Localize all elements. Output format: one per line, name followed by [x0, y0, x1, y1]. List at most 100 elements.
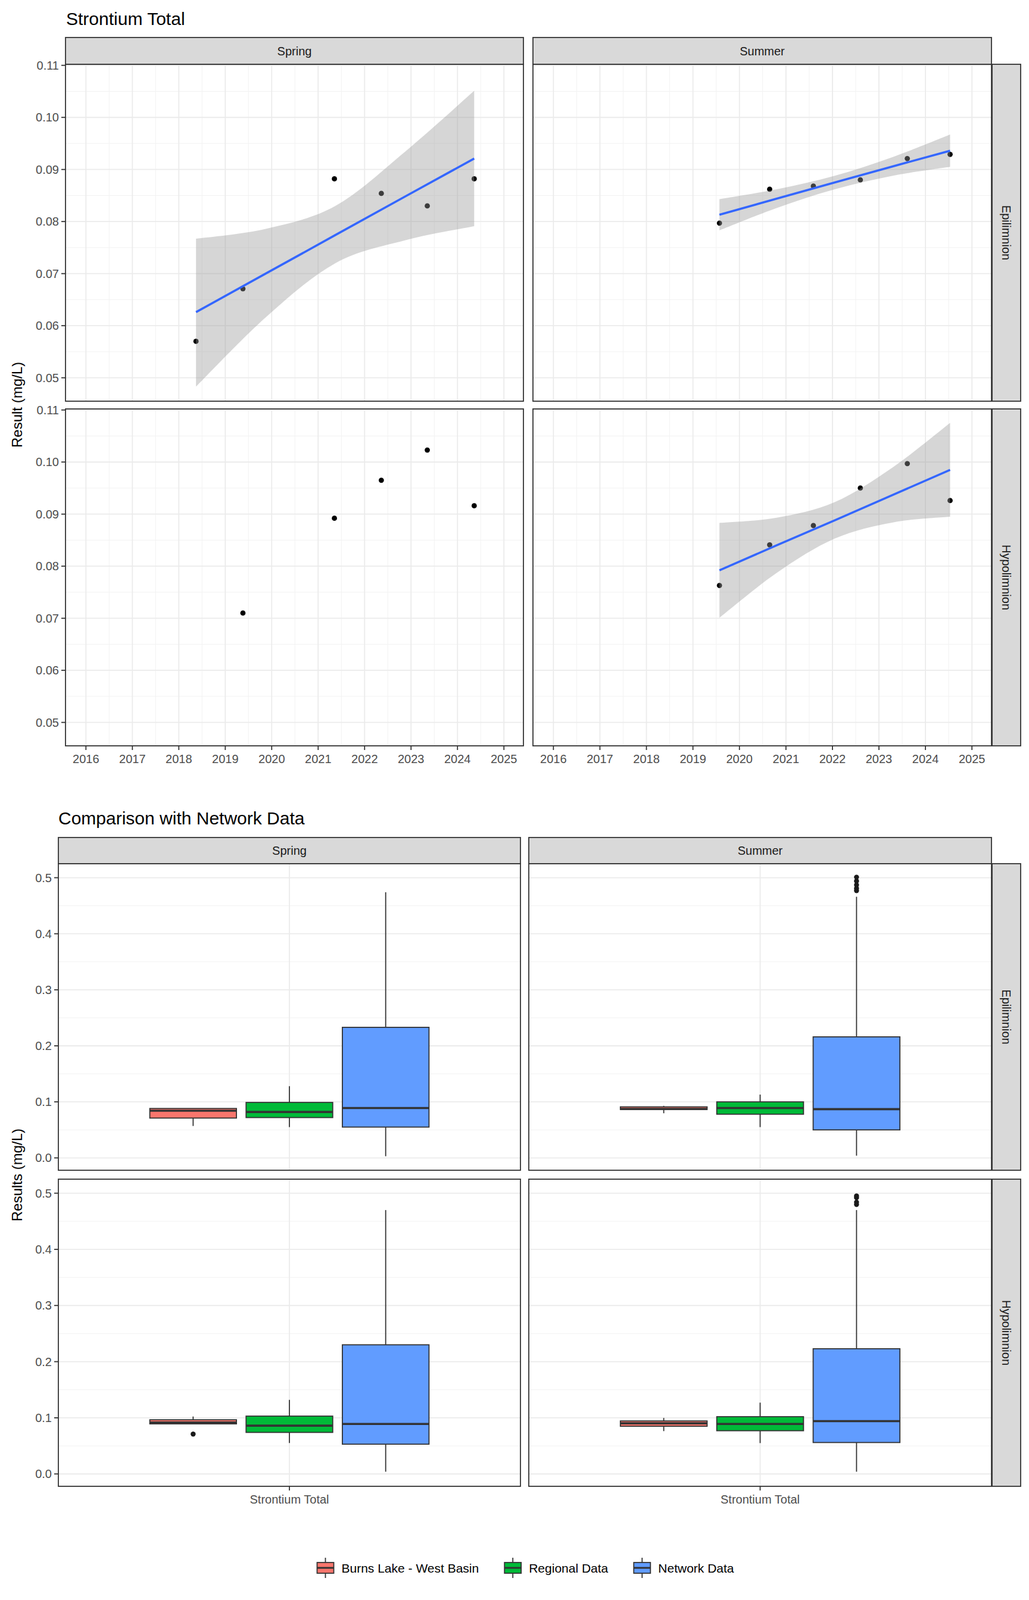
minor-grid-line [762, 64, 763, 402]
grid-line [65, 669, 524, 672]
lower-whisker [192, 1118, 194, 1127]
grid-line [971, 409, 973, 747]
fit-line [719, 469, 950, 571]
grid-line [178, 409, 180, 747]
x-tick [131, 746, 133, 751]
strip-label: Hypolimnion [999, 1300, 1013, 1367]
upper-whisker [385, 892, 387, 1028]
y-tick [54, 1417, 59, 1420]
strip-label: Epilimnion [999, 989, 1013, 1045]
grid-line [552, 64, 554, 402]
confidence-band [719, 134, 950, 231]
grid-line [65, 409, 524, 411]
grid-line [65, 325, 524, 327]
y-tick [54, 1473, 59, 1476]
x-tick-label: 2019 [211, 752, 239, 766]
y-tick-label: 0.07 [35, 267, 59, 281]
minor-grid-line [902, 64, 903, 402]
grid-line [85, 64, 87, 402]
minor-grid-line [855, 64, 856, 402]
grid-line [532, 409, 992, 411]
minor-grid-line [532, 91, 992, 92]
x-tick-label: 2019 [679, 752, 707, 766]
y-axis-label: Results (mg/L) [8, 1129, 26, 1222]
y-tick-label: 0.10 [35, 110, 59, 124]
minor-grid-line [808, 409, 810, 747]
panel: 0.00.10.20.30.40.5Strontium Total [35, 1179, 521, 1507]
lower-whisker [385, 1127, 387, 1158]
data-layer [620, 874, 900, 1156]
minor-grid-line [65, 299, 524, 301]
confidence-band [719, 423, 950, 619]
legend-key-median [316, 1567, 334, 1570]
minor-grid-line [715, 64, 717, 402]
y-tick-label: 0.08 [35, 214, 59, 229]
minor-grid-line [855, 409, 856, 747]
grid-line [646, 409, 648, 747]
lower-whisker [288, 1117, 291, 1128]
grid-line [503, 64, 505, 402]
strip-label: Hypolimnion [999, 544, 1013, 611]
median-line [245, 1111, 333, 1114]
y-tick-label: 0.05 [35, 716, 59, 730]
grid-line [317, 409, 319, 747]
point [331, 176, 338, 182]
grid-line [599, 409, 601, 747]
median-line [620, 1108, 708, 1111]
minor-grid-line [108, 409, 110, 747]
page-background [0, 0, 1029, 1600]
y-tick-label: 0.4 [35, 1243, 52, 1257]
minor-grid-line [532, 142, 992, 144]
grid-line [532, 618, 992, 620]
y-tick [61, 377, 66, 379]
x-tick [599, 746, 601, 751]
box [620, 1107, 708, 1110]
y-tick-label: 0.0 [35, 1467, 52, 1481]
point [378, 477, 385, 483]
box [150, 1108, 237, 1119]
grid-line [65, 618, 524, 620]
x-tick [363, 746, 366, 751]
x-tick-label: 2023 [397, 752, 425, 766]
minor-grid-line [532, 696, 992, 697]
minor-grid-line [155, 64, 157, 402]
panel: 0.00.10.20.30.40.5Spring [35, 837, 521, 1171]
panel-border [532, 409, 992, 747]
minor-grid-line [576, 409, 578, 747]
lower-whisker [663, 1426, 665, 1432]
grid-line [878, 409, 880, 747]
legend-label: Regional Data [528, 1561, 608, 1576]
confidence-band [195, 91, 475, 388]
y-tick-label: 0.2 [35, 1039, 52, 1053]
box [620, 1421, 708, 1427]
upper-whisker [759, 1095, 762, 1103]
lower-whisker [385, 1444, 387, 1473]
y-axis-label: Result (mg/L) [8, 362, 26, 448]
grid-line [532, 273, 992, 275]
y-tick [61, 325, 66, 327]
y-tick-label: 0.07 [35, 612, 59, 626]
y-tick [61, 64, 66, 67]
y-tick [61, 618, 66, 620]
grid-line [878, 64, 880, 402]
x-tick [785, 746, 787, 751]
x-tick [178, 746, 180, 751]
y-tick-label: 0.5 [35, 1187, 52, 1201]
x-tick [971, 746, 973, 751]
x-tick [288, 1486, 291, 1492]
grid-line [270, 409, 273, 747]
panel-background [532, 409, 992, 747]
x-tick-label: Strontium Total [249, 1493, 329, 1507]
point [240, 610, 246, 617]
upper-whisker [385, 1210, 387, 1346]
y-tick [61, 669, 66, 672]
minor-grid-line [65, 591, 524, 593]
panel-background [532, 64, 992, 402]
minor-grid-line [155, 409, 157, 747]
strip [992, 409, 1021, 747]
minor-grid-line [65, 351, 524, 352]
y-tick [61, 722, 66, 724]
grid-line [503, 409, 505, 747]
minor-grid-line [65, 91, 524, 92]
grid-line [288, 864, 291, 1171]
